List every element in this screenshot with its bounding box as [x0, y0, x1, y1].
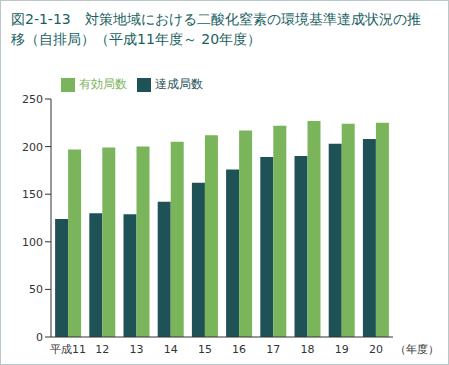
svg-text:17: 17 [266, 343, 280, 356]
svg-text:12: 12 [95, 343, 109, 356]
svg-text:250: 250 [22, 93, 43, 106]
svg-text:20: 20 [369, 343, 383, 356]
html-text:（年度）: （年度） [395, 343, 439, 356]
svg-text:50: 50 [29, 283, 43, 296]
svg-text:150: 150 [22, 188, 43, 201]
svg-text:100: 100 [22, 236, 43, 249]
svg-text:16: 16 [232, 343, 246, 356]
svg-text:18: 18 [301, 343, 315, 356]
svg-text:19: 19 [335, 343, 349, 356]
svg-text:15: 15 [198, 343, 212, 356]
html-text:図2-1-13 対策地域における二酸化窒素の環境基準達成状況: 図2-1-13 対策地域における二酸化窒素の環境基準達成状況の推移（自排局）（平… [11, 11, 421, 47]
svg-text:200: 200 [22, 141, 43, 154]
svg-text:13: 13 [130, 343, 144, 356]
html-text:有効局数: 有効局数 [79, 77, 127, 91]
svg-text:0: 0 [36, 331, 43, 344]
svg-text:14: 14 [164, 343, 178, 356]
svg-text:平成11: 平成11 [50, 343, 86, 356]
html-text:達成局数: 達成局数 [155, 77, 203, 91]
